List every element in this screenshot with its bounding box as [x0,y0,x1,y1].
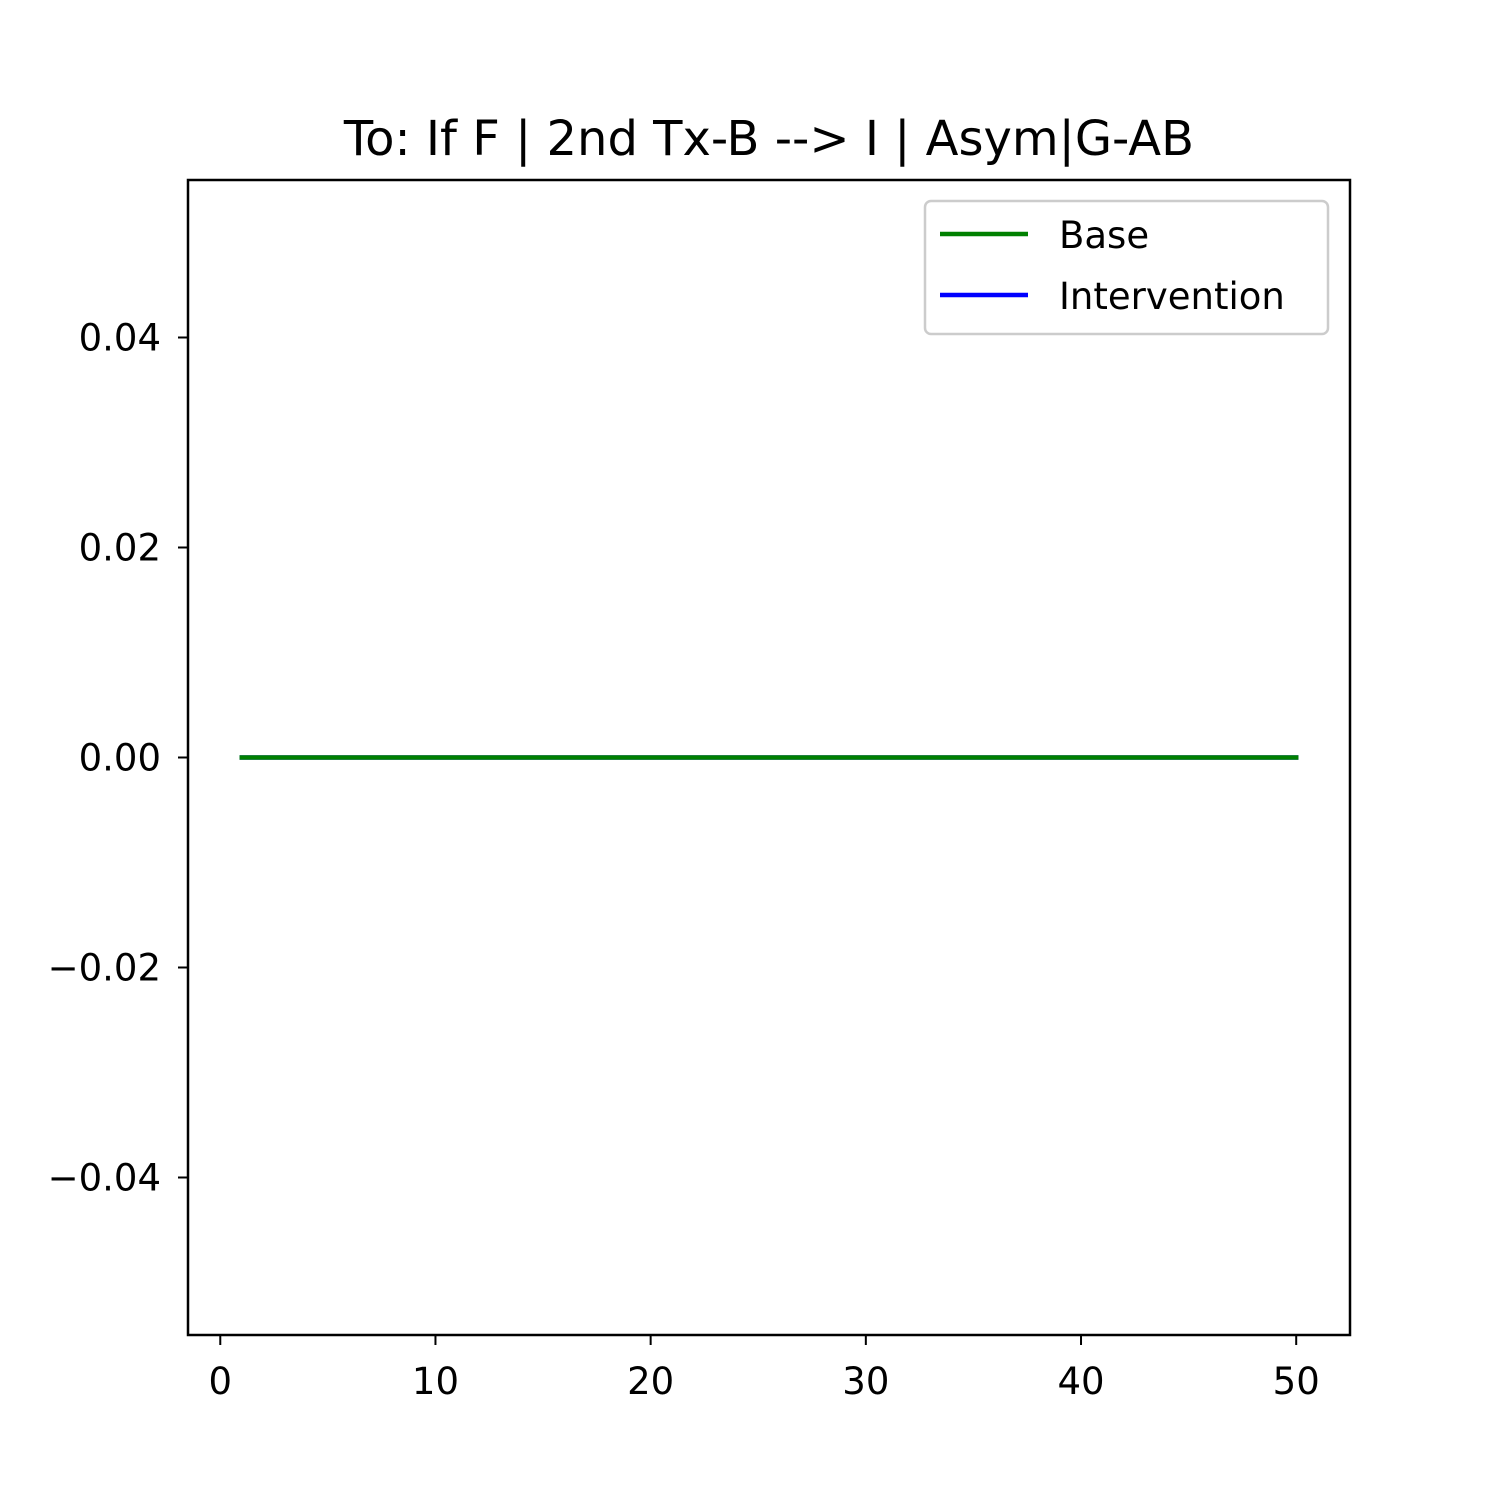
axes-frame [186,178,1352,1337]
chart-title: To: If F | 2nd Tx-B --> I | Asym|G-AB [343,111,1194,167]
x-tick-label: 50 [1273,1360,1320,1403]
y-tick-label: −0.04 [48,1157,161,1200]
x-tick-label: 20 [627,1360,674,1403]
x-tick-label: 40 [1057,1360,1104,1403]
legend: Base Intervention [923,199,1330,336]
y-tick-label: 0.02 [79,527,161,570]
x-tick-label: 10 [412,1360,459,1403]
y-tick-label: 0.00 [79,737,161,780]
x-tick-label: 30 [842,1360,889,1403]
legend-label-base: Base [1059,214,1149,257]
y-axis: −0.04 −0.02 0.00 0.02 0.04 [48,317,188,1200]
x-tick-label: 0 [209,1360,233,1403]
y-tick-label: −0.02 [48,947,161,990]
y-tick-label: 0.04 [79,317,161,360]
x-axis: 0 10 20 30 40 50 [209,1335,1320,1403]
legend-label-intervention: Intervention [1059,275,1285,318]
